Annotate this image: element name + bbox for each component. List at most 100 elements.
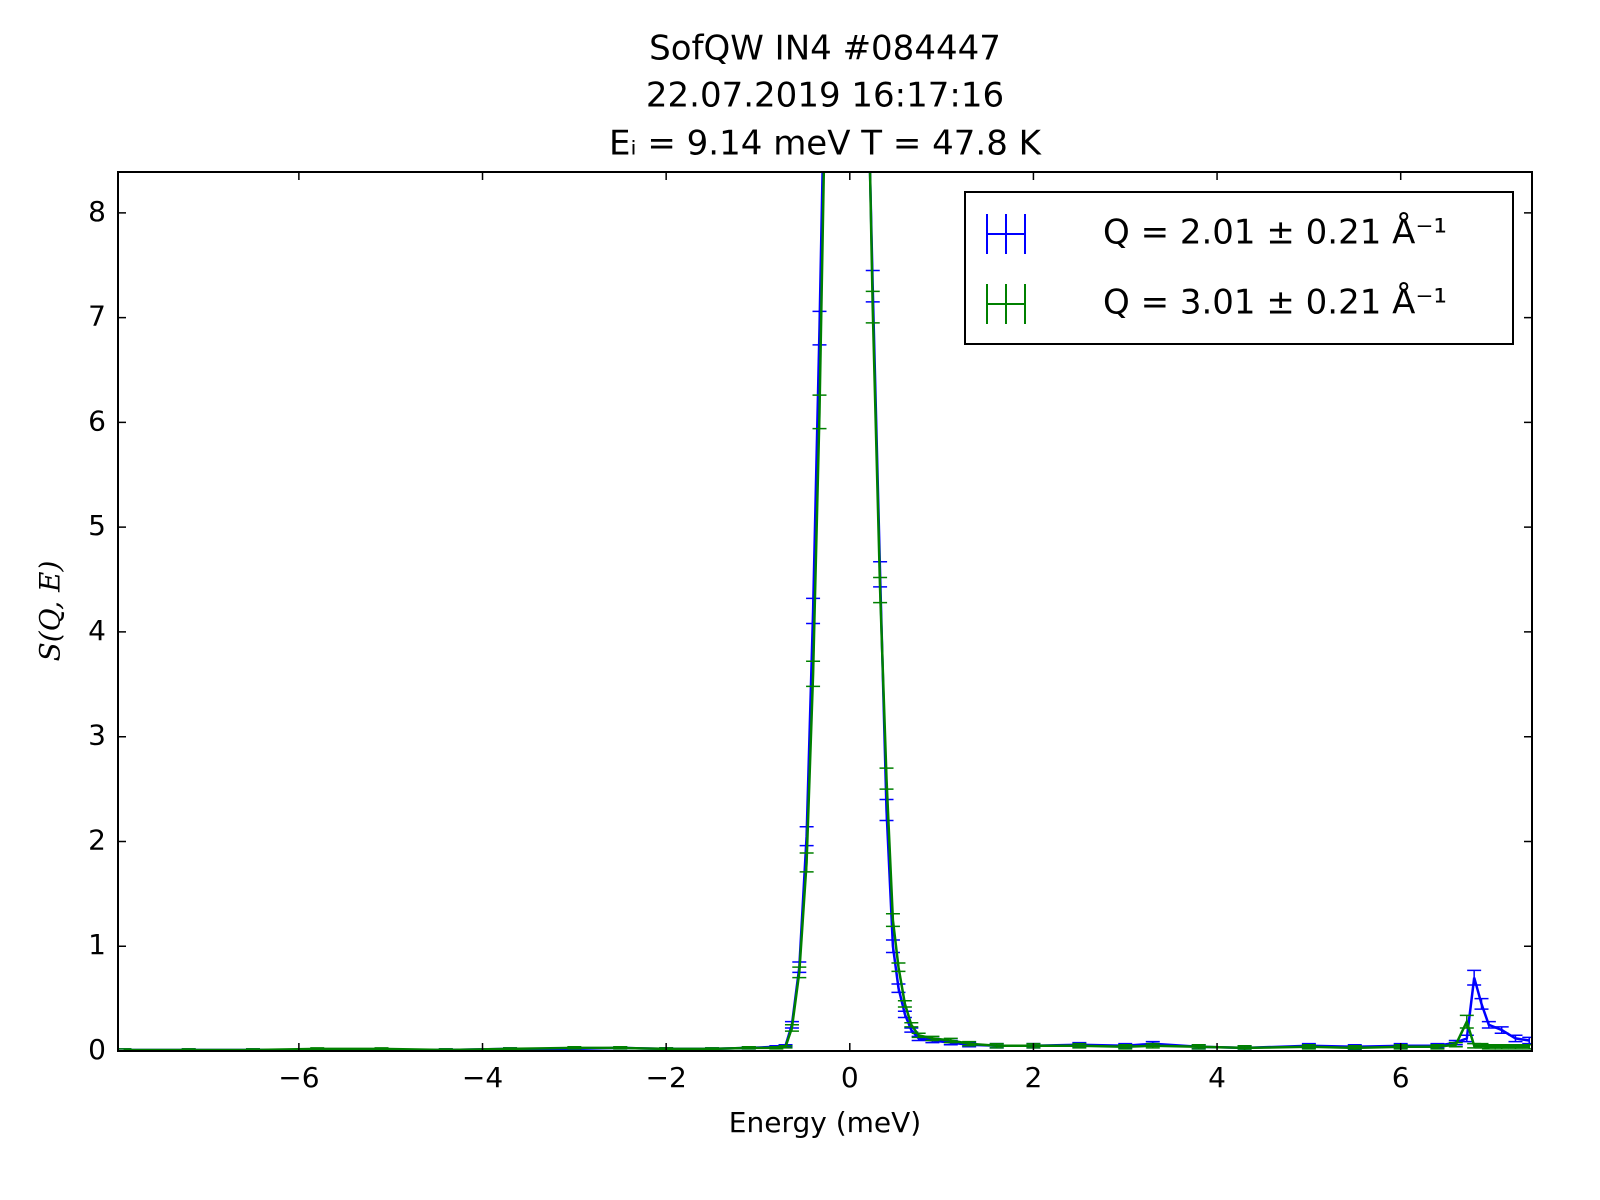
- error-bar: [1481, 1020, 1496, 1029]
- x-tick-label: 6: [1392, 1061, 1410, 1094]
- error-bar-line: [925, 1035, 940, 1042]
- error-bar: [897, 999, 912, 1008]
- error-bar-line: [806, 660, 821, 688]
- error-bar: [705, 1047, 720, 1051]
- error-bar-line: [865, 290, 880, 324]
- error-bar-line: [1191, 1043, 1206, 1050]
- error-bar-line: [784, 1024, 799, 1032]
- error-bar: [812, 394, 827, 430]
- y-axis-label: S(Q, E): [34, 561, 67, 662]
- error-bar: [567, 1046, 582, 1050]
- error-bar: [1508, 1043, 1523, 1050]
- error-bar: [1118, 1043, 1133, 1050]
- error-bar: [503, 1047, 518, 1051]
- chart-title: Eᵢ = 9.14 meV T = 47.8 K: [609, 124, 1043, 164]
- error-bar: [792, 966, 807, 979]
- error-bar: [1072, 1042, 1087, 1049]
- error-bar: [806, 660, 821, 688]
- error-bar: [1347, 1045, 1362, 1051]
- y-tick-label: 6: [88, 404, 106, 437]
- error-bar: [1191, 1043, 1206, 1050]
- error-bar: [310, 1047, 325, 1051]
- y-tick-label: 0: [88, 1033, 106, 1066]
- y-tick-label: 2: [88, 823, 106, 856]
- error-bar: [1481, 1043, 1496, 1050]
- error-bar-line: [885, 913, 900, 928]
- error-bar: [1430, 1043, 1445, 1050]
- error-bar-line: [741, 1046, 756, 1050]
- error-bar: [1494, 1043, 1509, 1050]
- error-bar-line: [1474, 997, 1489, 1010]
- error-bar-line: [891, 962, 906, 973]
- y-tick-label: 3: [88, 719, 106, 752]
- error-bar-line: [1072, 1042, 1087, 1049]
- error-bar: [374, 1047, 389, 1051]
- error-bar-line: [911, 1032, 926, 1039]
- error-bar-line: [1467, 969, 1482, 986]
- error-bar-line: [1508, 1043, 1523, 1050]
- error-bar: [925, 1035, 940, 1042]
- x-tick-label: 2: [1025, 1061, 1043, 1094]
- y-tick-label: 7: [88, 300, 106, 333]
- error-bar-line: [1448, 1041, 1463, 1048]
- error-bar: [1522, 1043, 1532, 1050]
- axes-frame: [117, 171, 1533, 1052]
- error-bar-line: [1347, 1045, 1362, 1051]
- y-tick-label: 1: [88, 928, 106, 961]
- error-bar: [784, 1024, 799, 1032]
- error-bar-line: [374, 1047, 389, 1051]
- error-bar: [1459, 1014, 1474, 1029]
- error-bar: [1448, 1041, 1463, 1048]
- error-bar-line: [1494, 1043, 1509, 1050]
- error-bar: [1467, 969, 1482, 986]
- legend-label: Q = 2.01 ± 0.21 Å⁻¹: [1103, 212, 1447, 253]
- legend-swatch: [986, 284, 1026, 324]
- error-bar-line: [812, 394, 827, 430]
- error-bar-line: [705, 1047, 720, 1051]
- error-bar-line: [613, 1046, 628, 1050]
- error-bar-line: [503, 1047, 518, 1051]
- legend: Q = 2.01 ± 0.21 Å⁻¹ Q = 3.01 ± 0.21 Å⁻¹: [964, 191, 1514, 345]
- error-bar: [613, 1046, 628, 1050]
- error-bar-line: [769, 1046, 784, 1050]
- error-bar-line: [567, 1046, 582, 1050]
- x-tick-label: 0: [841, 1061, 859, 1094]
- error-bar-line: [1494, 1026, 1509, 1034]
- x-tick-label: −4: [462, 1061, 503, 1094]
- chart-title: 22.07.2019 16:17:16: [646, 76, 1004, 116]
- error-bar: [741, 1046, 756, 1050]
- legend-swatch: [986, 214, 1026, 254]
- error-bar-line: [873, 576, 888, 604]
- error-bar: [1474, 997, 1489, 1010]
- error-bar-line: [1522, 1043, 1532, 1050]
- error-bar-line: [799, 852, 814, 873]
- x-tick-label: −6: [278, 1061, 319, 1094]
- error-bar-line: [1237, 1045, 1252, 1051]
- error-bar-line: [989, 1042, 1004, 1049]
- error-bar: [891, 962, 906, 973]
- y-tick-label: 5: [88, 509, 106, 542]
- error-bar-line: [1481, 1020, 1496, 1029]
- error-bar-line: [806, 597, 821, 625]
- legend-label: Q = 3.01 ± 0.21 Å⁻¹: [1103, 282, 1447, 323]
- error-bar: [879, 767, 894, 790]
- error-bar: [778, 1045, 793, 1049]
- error-bar: [885, 913, 900, 928]
- legend-box: [964, 191, 1514, 345]
- error-bar-line: [310, 1047, 325, 1051]
- error-bar-line: [962, 1040, 977, 1047]
- error-bar-line: [1459, 1014, 1474, 1029]
- plot-area: [118, 172, 1532, 1051]
- x-axis-label: Energy (meV): [729, 1106, 921, 1139]
- error-bar: [904, 1021, 919, 1028]
- error-bar-line: [1145, 1042, 1160, 1049]
- chart-title: SofQW IN4 #084447: [649, 29, 1001, 69]
- y-tick-label: 4: [88, 614, 106, 647]
- error-bar-line: [904, 1021, 919, 1028]
- error-bar: [1508, 1034, 1523, 1043]
- error-bar-line: [778, 1045, 793, 1049]
- error-bar: [962, 1040, 977, 1047]
- error-bar-line: [1118, 1043, 1133, 1050]
